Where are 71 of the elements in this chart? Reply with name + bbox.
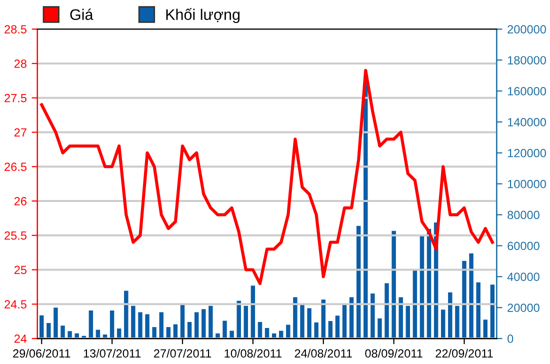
x-tick-label: 29/06/2011 xyxy=(13,348,70,358)
bar xyxy=(194,312,199,339)
x-tick-label: 10/08/2011 xyxy=(224,348,282,358)
bar xyxy=(398,297,403,339)
y-tick-label: 24 xyxy=(14,334,27,343)
x-tick-label: 08/09/2011 xyxy=(365,348,422,358)
bar xyxy=(208,306,213,339)
bar xyxy=(54,308,58,339)
bar xyxy=(370,294,375,339)
y-tick-label: 28.5 xyxy=(4,25,26,34)
bar xyxy=(236,300,241,339)
y-tick-label: 26 xyxy=(14,197,26,206)
bar xyxy=(222,320,227,339)
y-tick-label: 27.5 xyxy=(4,94,26,102)
y-tick-label: 27 xyxy=(14,128,26,137)
bar xyxy=(364,83,368,339)
bar xyxy=(392,230,396,339)
y2-tick-label: 120000 xyxy=(508,148,546,158)
y-tick-label: 24.5 xyxy=(4,300,26,309)
y2-tick-label: 80000 xyxy=(508,210,540,220)
y2-tick-label: 40000 xyxy=(507,272,540,282)
bar xyxy=(476,282,480,339)
y-tick-label: 26.5 xyxy=(4,162,26,172)
bar xyxy=(293,297,298,339)
x-tick-label: 22/09/2011 xyxy=(436,348,493,358)
y2-tick-label: 60000 xyxy=(508,242,540,250)
y2-tick-label: 0 xyxy=(508,334,514,343)
y2-tick-label: 100000 xyxy=(508,180,546,188)
bar xyxy=(441,310,446,339)
y2-tick-label: 160000 xyxy=(508,87,546,96)
bar xyxy=(202,309,206,339)
bar xyxy=(145,314,150,339)
bar xyxy=(483,320,488,339)
bar xyxy=(152,327,156,339)
line-series xyxy=(40,68,494,286)
bar xyxy=(378,318,382,339)
bar xyxy=(46,323,51,339)
bar xyxy=(68,331,72,339)
bar xyxy=(138,312,142,339)
bar xyxy=(335,316,340,339)
x-tick-label: 27/07/2011 xyxy=(154,348,212,358)
bar xyxy=(448,292,452,339)
bar xyxy=(307,308,312,339)
x-tick-label: 13/07/2011 xyxy=(84,348,141,358)
bar xyxy=(244,306,248,339)
bar xyxy=(300,304,304,339)
bar xyxy=(286,324,290,339)
bar xyxy=(131,306,136,339)
x-tick-label: 24/08/2011 xyxy=(294,348,352,358)
bar xyxy=(314,322,318,339)
bar xyxy=(124,290,128,339)
bar xyxy=(490,284,495,339)
bar xyxy=(110,310,114,339)
bar xyxy=(159,312,164,339)
y-tick-label: 28 xyxy=(14,60,26,68)
legend-label: Giá xyxy=(70,8,94,20)
y-tick-label: 25.5 xyxy=(4,231,26,240)
legend-label: Khối lượng xyxy=(166,8,240,24)
y2-tick-label: 140000 xyxy=(508,118,546,126)
bar xyxy=(469,253,474,339)
y2-tick-label: 20000 xyxy=(508,304,540,312)
bar xyxy=(88,310,94,339)
y-tick-label: 25 xyxy=(14,266,26,274)
bar xyxy=(60,326,65,339)
bar xyxy=(406,306,410,339)
y2-tick-label: 200000 xyxy=(508,25,546,34)
bar xyxy=(462,260,466,339)
y2-tick-label: 180000 xyxy=(508,56,546,64)
bar xyxy=(384,283,389,339)
bar xyxy=(455,306,460,339)
bar xyxy=(40,315,44,339)
